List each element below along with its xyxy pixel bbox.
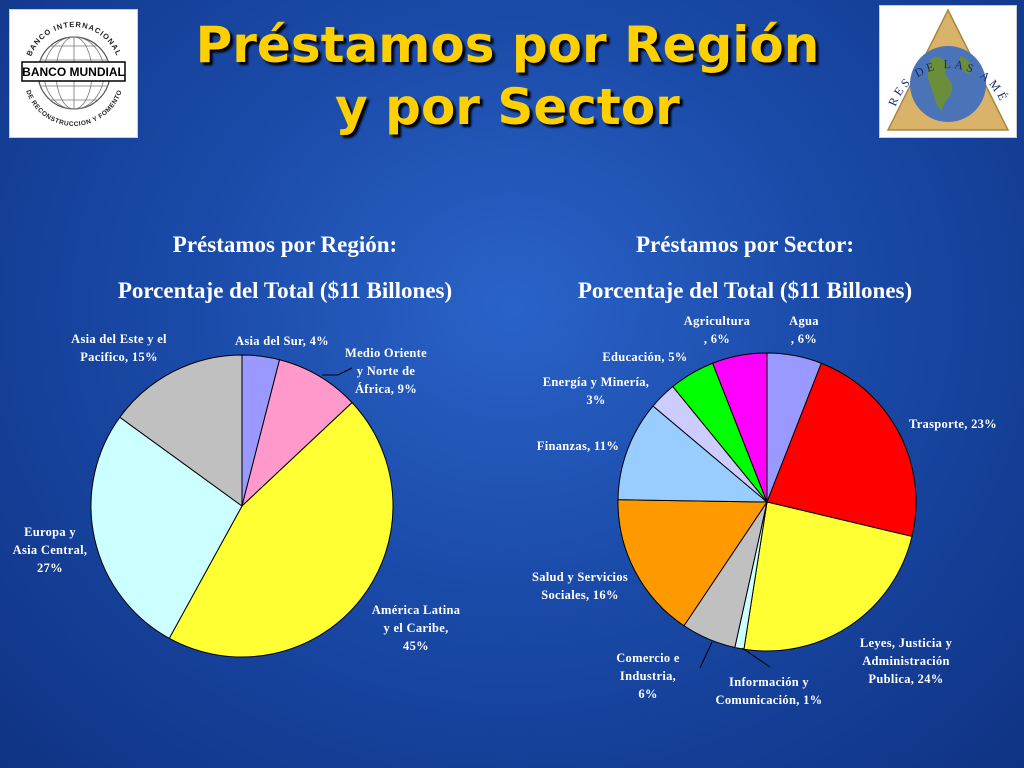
region-slice-4-label-line: Asia del Este y el [71, 332, 167, 346]
sector-slice-7-label-line: 3% [586, 393, 605, 407]
sector-slice-0-label: Agua , 6% [789, 314, 819, 346]
region-pie-chart: Asia del Sur, 4% Medio Oriente y Norte de Á… [13, 332, 461, 658]
region-slice-4-label: Asia del Este y el Pacifico, 15% [71, 332, 167, 364]
sector-slice-3-label-line: Información y [729, 675, 809, 689]
region-slice-2-label-line: América Latina [372, 603, 461, 617]
region-slice-0-label-line: Asia del Sur, 4% [235, 334, 329, 348]
sector-slice-6 [617, 405, 769, 503]
region-slice-3-label-line: 27% [37, 561, 63, 575]
region-slice-2-label: América Latina y el Caribe, 45% [372, 603, 461, 653]
region-slice-2 [168, 401, 394, 658]
sector-slice-1-label: Trasporte, 23% [909, 417, 997, 431]
region-slice-1-leader-line [322, 367, 353, 376]
region-slice-3-label-line: Asia Central, [13, 543, 88, 557]
sector-slice-3-label-line: Comunicación, 1% [716, 693, 823, 707]
sector-chart-title: Préstamos por Sector: [635, 232, 854, 257]
sector-slice-2-label-line: Leyes, Justicia y [860, 636, 953, 650]
page-title-line-2: y por Sector [335, 78, 680, 136]
sector-slice-1-label-line: Trasporte, 23% [909, 417, 997, 431]
sector-slice-7-label: Energía y Minería, 3% [543, 375, 649, 407]
sector-slice-4-label: Comercio e Industria, 6% [616, 651, 680, 701]
region-slice-1-label-line: y Norte de [357, 364, 416, 378]
region-slice-4 [119, 354, 243, 507]
region-slice-3-label: Europa y Asia Central, 27% [13, 525, 88, 575]
sector-slice-5-label-line: Salud y Servicios [532, 570, 628, 584]
sector-slice-7-label-line: Energía y Minería, [543, 375, 649, 389]
region-chart-title: Préstamos por Región: [172, 232, 398, 257]
sector-slice-4-label-line: Comercio e [616, 651, 680, 665]
sector-slice-6-label-line: Finanzas, 11% [537, 439, 619, 453]
sector-slice-6-label: Finanzas, 11% [537, 439, 619, 453]
sector-slice-4-label-line: Industria, [620, 669, 676, 683]
sector-slice-2-label-line: Publica, 24% [868, 672, 943, 686]
sector-slice-3-leader-line [741, 647, 771, 668]
region-slice-1-label-line: África, 9% [355, 382, 417, 396]
region-slice-4-label-line: Pacifico, 15% [80, 350, 158, 364]
region-slice-1-label-line: Medio Oriente [345, 346, 427, 360]
region-slice-3-label-line: Europa y [24, 525, 76, 539]
sector-slice-8-label-line: Educación, 5% [602, 350, 687, 364]
sector-slice-2-label-line: Administración [862, 654, 950, 668]
summit-of-americas-logo: CUMBRES DE LAS AMÉRICAS [873, 0, 1017, 138]
sector-slice-4-leader-line [699, 641, 713, 669]
page-title: Préstamos por Región y por Sector [140, 14, 875, 138]
sector-slice-9-label: Agricultura , 6% [684, 314, 751, 346]
sector-slice-9 [712, 352, 768, 503]
region-slice-0-label: Asia del Sur, 4% [235, 334, 329, 348]
region-chart-subtitle: Porcentaje del Total ($11 Billones) [117, 278, 453, 303]
region-slice-1-label: Medio Oriente y Norte de África, 9% [345, 346, 427, 396]
page-title-line-1: Préstamos por Región [195, 16, 820, 74]
sector-slice-0-label-line: , 6% [791, 332, 817, 346]
world-bank-logo: BANCO INTERNACIONAL DE RECONSTRUCCION Y … [9, 9, 138, 138]
region-slice-3 [90, 416, 243, 640]
sector-slice-8-label: Educación, 5% [602, 350, 687, 364]
region-chart-heading: Préstamos por Región: Porcentaje del Tot… [60, 222, 510, 314]
globe-triangle-icon: CUMBRES DE LAS AMÉRICAS [873, 0, 1010, 131]
sector-slice-5 [617, 499, 768, 627]
sector-slice-4-label-line: 6% [638, 687, 657, 701]
sector-slice-9-label-line: , 6% [704, 332, 730, 346]
sector-slice-2-label: Leyes, Justicia y Administración Publica, … [860, 636, 953, 686]
sector-slice-5-label-line: Sociales, 16% [541, 588, 619, 602]
sector-slice-9-label-line: Agricultura [684, 314, 751, 328]
logo-bank-name: BANCO MUNDIAL [22, 65, 125, 79]
sector-pie-chart: Agua , 6% Trasporte, 23% Leyes, Justicia y A… [532, 314, 997, 707]
globe-grid-icon: BANCO INTERNACIONAL DE RECONSTRUCCION Y … [21, 20, 126, 128]
sector-slice-3-label: Información y Comunicación, 1% [716, 675, 823, 707]
region-slice-2-label-line: y el Caribe, [383, 621, 448, 635]
sector-slice-5-label: Salud y Servicios Sociales, 16% [532, 570, 628, 602]
region-slice-2-label-line: 45% [403, 639, 429, 653]
sector-chart-subtitle: Porcentaje del Total ($11 Billones) [577, 278, 913, 303]
sector-slice-0-label-line: Agua [789, 314, 819, 328]
sector-chart-heading: Préstamos por Sector: Porcentaje del Tot… [520, 222, 970, 314]
sector-slice-2 [743, 501, 913, 652]
region-slice-1 [241, 359, 353, 508]
sector-slice-1 [766, 362, 917, 538]
